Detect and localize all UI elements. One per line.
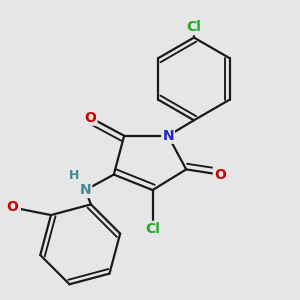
Text: O: O [85,111,97,125]
Text: H: H [69,169,79,182]
Text: N: N [162,129,174,143]
Text: O: O [214,168,226,182]
Text: O: O [6,200,18,214]
Text: Cl: Cl [145,222,160,236]
Text: Cl: Cl [187,20,201,34]
Text: N: N [80,183,91,197]
